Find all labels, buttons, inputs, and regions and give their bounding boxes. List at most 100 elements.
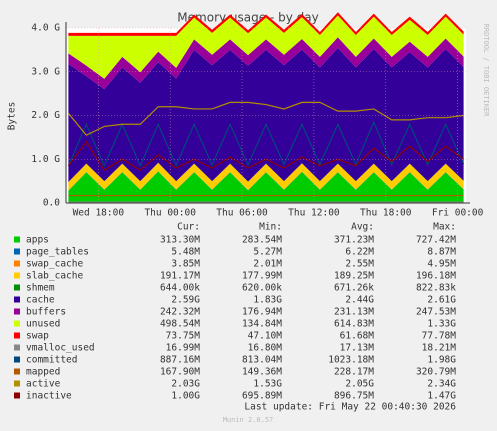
y-tick-label: 3.0 G [31,66,60,77]
legend-stat: 61.68M [340,331,375,342]
legend-entry: shmem [26,283,55,294]
legend-stat: 176.94M [242,307,282,318]
legend-stat: 6.22M [345,247,374,258]
legend-stat: 5.27M [253,247,282,258]
legend-stat: 320.79M [416,367,456,378]
legend-stat: 1023.18M [328,355,374,366]
legend-header: Cur: [177,222,200,233]
legend-stat: 3.85M [171,259,200,270]
legend-swatch [14,284,20,291]
area [68,12,464,36]
legend-stat: 620.00k [242,283,282,294]
legend-entry: apps [26,235,49,246]
legend-stat: 695.89M [242,391,282,402]
line [67,120,465,168]
legend-stat: 8.87M [427,247,456,258]
legend-stat: 167.90M [160,367,200,378]
y-tick-label: 1.0 G [31,154,60,165]
legend-entry: swap_cache [26,259,83,270]
legend-stat: 644.00k [160,283,200,294]
area [68,47,464,183]
legend-stat: 2.55M [345,259,374,270]
legend-swatch [14,344,20,351]
legend-stat: 73.75M [166,331,201,342]
legend-stat: 727.42M [416,235,456,246]
legend-stat: 1.98G [427,355,456,366]
x-tick-label: Wed 18:00 [73,208,125,219]
legend-swatch [14,260,20,267]
legend-entry: committed [26,355,77,366]
legend-stat: 813.04M [242,355,282,366]
legend-swatch [14,248,20,255]
legend-entry: swap [26,331,49,342]
x-tick-label: Thu 12:00 [288,208,340,219]
y-axis-label: Bytes [7,102,18,131]
x-tick-label: Thu 00:00 [144,208,196,219]
legend-stat: 614.83M [334,319,374,330]
legend-entry: page_tables [26,247,89,258]
legend-swatch [14,308,20,315]
legend-stat: 16.80M [248,343,283,354]
line [67,101,464,136]
chart-title: Memory usage - by day [177,11,318,25]
legend-stat: 313.30M [160,235,200,246]
area [68,162,464,191]
version: Munin 2.0.57 [223,416,274,424]
legend-entry: buffers [26,307,66,318]
legend-stat: 177.99M [242,271,282,282]
legend-stat: 231.13M [334,307,374,318]
legend-stat: 189.25M [334,271,374,282]
legend-swatch [14,356,20,363]
legend-swatch [14,320,20,327]
legend-swatch [14,236,20,243]
legend-stat: 283.54M [242,235,282,246]
legend-stat: 18.21M [422,343,457,354]
legend-stat: 228.17M [334,367,374,378]
legend-stat: 242.32M [160,307,200,318]
x-tick-label: Thu 06:00 [216,208,268,219]
legend-entry: unused [26,319,60,330]
legend-header: Max: [433,222,456,233]
legend-stat: 1.83G [253,295,282,306]
legend-stat: 5.48M [171,247,200,258]
legend-stat: 149.36M [242,367,282,378]
legend-swatch [14,296,20,303]
legend-swatch [14,392,20,399]
legend-swatch [14,380,20,387]
legend-stat: 887.16M [160,355,200,366]
legend-stat: 4.95M [427,259,456,270]
legend-header: Min: [259,222,282,233]
legend-stat: 16.99M [166,343,201,354]
legend-stat: 2.59G [171,295,200,306]
legend-stat: 371.23M [334,235,374,246]
legend-stat: 17.13M [340,343,375,354]
legend-header: Avg: [351,222,374,233]
legend-stat: 1.47G [427,391,456,402]
area [68,37,464,90]
legend-entry: active [26,379,61,390]
legend-stat: 671.26k [334,283,374,294]
legend-stat: 1.00G [171,391,200,402]
legend-stat: 822.83k [416,283,456,294]
legend-swatch [14,272,20,279]
legend-stat: 2.05G [345,379,374,390]
legend-entry: inactive [26,391,72,402]
legend-swatch [14,332,20,339]
legend-swatch [14,368,20,375]
legend-stat: 196.18M [416,271,456,282]
legend-stat: 2.01M [253,259,282,270]
legend-stat: 2.44G [345,295,374,306]
line [67,140,464,172]
legend-stat: 2.61G [427,295,456,306]
legend-stat: 77.78M [422,331,457,342]
legend-stat: 498.54M [160,319,200,330]
y-tick-label: 0.0 [43,198,60,209]
area [68,15,464,79]
legend-stat: 134.84M [242,319,282,330]
x-tick-label: Thu 18:00 [360,208,412,219]
legend-stat: 2.03G [171,379,200,390]
legend-stat: 47.10M [248,331,283,342]
legend-stat: 1.33G [427,319,456,330]
legend-stat: 896.75M [334,391,374,402]
